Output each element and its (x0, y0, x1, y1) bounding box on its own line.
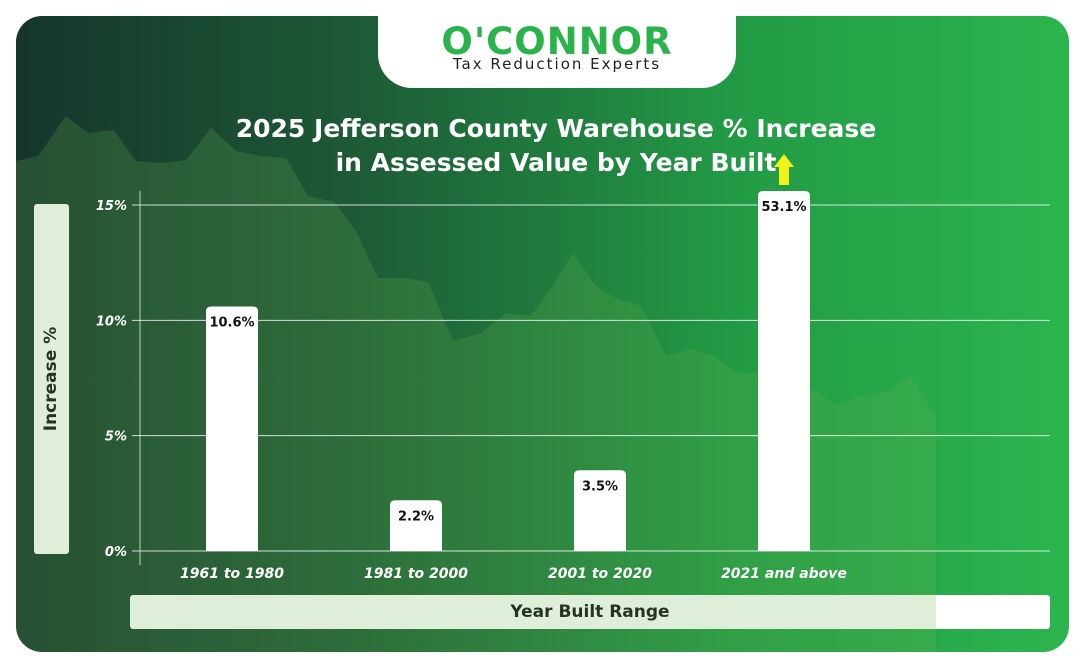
brand-logo: O'CONNOR (441, 20, 673, 63)
bar-value-label: 3.5% (582, 479, 618, 494)
x-category-label: 1961 to 1980 (180, 566, 284, 582)
x-axis-label: Year Built Range (130, 595, 1050, 629)
x-category-label: 1981 to 2000 (364, 566, 468, 582)
y-tick-label: 10% (96, 314, 127, 329)
chart-plot: 0% 5% 10% 15% 10.6% 1961 to 1980 2.2% 1981 to 2… (16, 116, 1050, 652)
chart-title: 2025 Jefferson County Warehouse % Increa… (156, 112, 956, 180)
y-tick-label: 5% (105, 430, 127, 445)
bar-value-label: 2.2% (398, 509, 434, 524)
logo-tab: O'CONNOR Tax Reduction Experts (378, 16, 736, 88)
y-tick-label: 0% (105, 545, 127, 560)
bar (574, 470, 626, 551)
x-category-label: 2021 and above (721, 566, 847, 582)
bar-value-label: 10.6% (209, 315, 254, 330)
chart-title-line-2: in Assessed Value by Year Built (335, 148, 777, 177)
y-axis-label-box: Increase % (34, 204, 69, 554)
bar-value-label: 53.1% (761, 200, 806, 215)
brand-tagline: Tax Reduction Experts (452, 55, 662, 73)
bar (758, 191, 810, 551)
bar (206, 306, 258, 551)
overflow-up-arrow-icon (774, 154, 794, 185)
chart-title-line-1: 2025 Jefferson County Warehouse % Increa… (235, 114, 877, 143)
chart-card: O'CONNOR Tax Reduction Experts 2025 Jeff… (16, 16, 1069, 652)
x-category-label: 2001 to 2020 (548, 566, 652, 582)
y-tick-label: 15% (96, 199, 127, 214)
bar (390, 500, 442, 551)
